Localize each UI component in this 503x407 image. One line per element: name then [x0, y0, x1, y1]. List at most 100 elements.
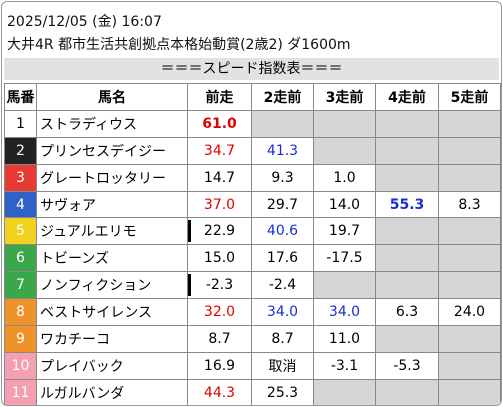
- column-header: 3走前: [313, 83, 376, 111]
- column-header: 2走前: [251, 83, 314, 111]
- row: 9 ワカチーコ 8.7 8.7 11.0: [4, 325, 501, 353]
- speed-index: 22.9: [187, 217, 252, 246]
- horse-number: 11: [4, 378, 37, 405]
- speed-index: -3.1: [313, 351, 376, 380]
- speed-index: 8.7: [187, 325, 252, 353]
- column-header: 前走: [187, 83, 252, 111]
- horse-name: プリンセスデイジー: [36, 136, 188, 165]
- speed-index: 19.7: [313, 217, 376, 246]
- marker: [188, 274, 191, 297]
- horse-number: 6: [4, 244, 37, 273]
- header-row: 馬番 馬名 前走 2走前 3走前 4走前 5走前: [4, 83, 501, 111]
- column-header: 4走前: [375, 83, 439, 111]
- row: 8 ベストサイレンス 32.0 34.0 34.0 6.3 24.0: [4, 298, 501, 327]
- empty-cell: [375, 136, 439, 165]
- row: 7 ノンフィクション -2.3 -2.4: [4, 271, 501, 300]
- row: 4 サヴォア 37.0 29.7 14.0 55.3 8.3: [4, 190, 501, 219]
- empty-cell: [313, 378, 376, 405]
- speed-index: 55.3: [375, 190, 439, 219]
- speed-index: 17.6: [251, 244, 314, 273]
- speed-index: 32.0: [187, 298, 252, 327]
- speed-index: 8.7: [251, 325, 314, 353]
- row: 2 プリンセスデイジー 34.7 41.3: [4, 136, 501, 165]
- speed-index: -2.4: [251, 271, 314, 300]
- horse-name: ノンフィクション: [36, 271, 188, 300]
- caption: ＝＝＝スピード指数表＝＝＝: [4, 58, 499, 80]
- empty-cell: [438, 378, 501, 405]
- horse-number: 4: [4, 190, 37, 219]
- empty-cell: [375, 163, 439, 192]
- speed-index: 34.7: [187, 136, 252, 165]
- horse-number: 7: [4, 271, 37, 300]
- column-header: 5走前: [438, 83, 501, 111]
- table-body: 1 ストラディウス 61.0 2 プリンセスデイジー 34.7 41.3 3 グレートロッタリー…: [4, 109, 501, 405]
- empty-cell: [375, 217, 439, 246]
- speed-index: 24.0: [438, 298, 501, 327]
- speed-index: 6.3: [375, 298, 439, 327]
- speed-index: 取消: [251, 351, 314, 380]
- row: 11 ルガルバンダ 44.3 25.3: [4, 378, 501, 405]
- empty-cell: [438, 217, 501, 246]
- empty-cell: [375, 271, 439, 300]
- empty-cell: [438, 163, 501, 192]
- horse-number: 10: [4, 351, 37, 380]
- row: 6 トビーンズ 15.0 17.6 -17.5: [4, 244, 501, 273]
- empty-cell: [438, 109, 501, 138]
- horse-number: 3: [4, 163, 37, 192]
- empty-cell: [313, 109, 376, 138]
- speed-index: 41.3: [251, 136, 314, 165]
- speed-index: 40.6: [251, 217, 314, 246]
- speed-index: 34.0: [251, 298, 314, 327]
- empty-cell: [375, 109, 439, 138]
- speed-index: 15.0: [187, 244, 252, 273]
- horse-number: 1: [4, 109, 37, 138]
- datetime: 2025/12/05 (金) 16:07: [7, 14, 162, 30]
- empty-cell: [438, 271, 501, 300]
- horse-name: プレイバック: [36, 351, 188, 380]
- speed-index: 25.3: [251, 378, 314, 405]
- marker: [188, 220, 191, 243]
- empty-cell: [375, 325, 439, 353]
- speed-index: 29.7: [251, 190, 314, 219]
- speed-index: -5.3: [375, 351, 439, 380]
- row: 1 ストラディウス 61.0: [4, 109, 501, 138]
- horse-name: ワカチーコ: [36, 325, 188, 353]
- speed-index: 9.3: [251, 163, 314, 192]
- speed-index: 44.3: [187, 378, 252, 405]
- empty-cell: [375, 378, 439, 405]
- horse-number: 2: [4, 136, 37, 165]
- empty-cell: [438, 136, 501, 165]
- empty-cell: [438, 325, 501, 353]
- speed-index: 14.7: [187, 163, 252, 192]
- speed-index: -2.3: [187, 271, 252, 300]
- column-header: 馬名: [36, 83, 188, 111]
- race-title: 大井4R 都市生活共創拠点本格始動賞(2歳2) ダ1600m: [7, 37, 351, 53]
- empty-cell: [313, 271, 376, 300]
- horse-name: ジュアルエリモ: [36, 217, 188, 246]
- empty-cell: [251, 109, 314, 138]
- speed-index: -17.5: [313, 244, 376, 273]
- horse-name: トビーンズ: [36, 244, 188, 273]
- speed-index: 34.0: [313, 298, 376, 327]
- speed-index: 8.3: [438, 190, 501, 219]
- speed-table: 馬番 馬名 前走 2走前 3走前 4走前 5走前 1 ストラディウス 61.0 2 プリンセスデイジ…: [4, 83, 501, 405]
- speed-index: 16.9: [187, 351, 252, 380]
- empty-cell: [438, 351, 501, 380]
- speed-index: 1.0: [313, 163, 376, 192]
- row: 5 ジュアルエリモ 22.9 40.6 19.7: [4, 217, 501, 246]
- horse-name: ルガルバンダ: [36, 378, 188, 405]
- horse-number: 8: [4, 298, 37, 327]
- horse-name: サヴォア: [36, 190, 188, 219]
- speed-index: 37.0: [187, 190, 252, 219]
- row: 3 グレートロッタリー 14.7 9.3 1.0: [4, 163, 501, 192]
- horse-number: 9: [4, 325, 37, 353]
- speed-index: 11.0: [313, 325, 376, 353]
- speed-index: 14.0: [313, 190, 376, 219]
- empty-cell: [313, 136, 376, 165]
- column-header: 馬番: [4, 83, 37, 111]
- speed-index: 61.0: [187, 109, 252, 138]
- empty-cell: [438, 244, 501, 273]
- row: 10 プレイバック 16.9 取消 -3.1 -5.3: [4, 351, 501, 380]
- horse-name: グレートロッタリー: [36, 163, 188, 192]
